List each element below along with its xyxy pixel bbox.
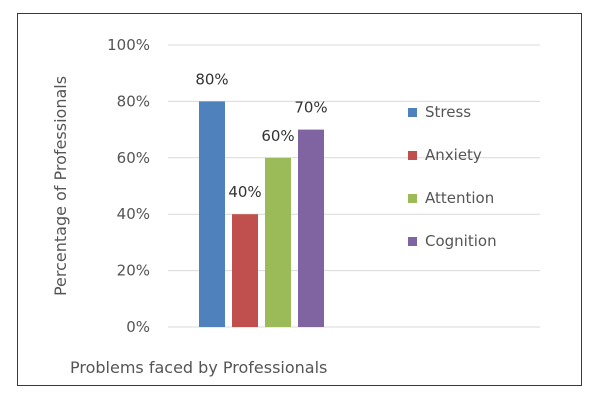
y-tick-label: 20% (117, 262, 150, 280)
y-tick-label: 0% (126, 318, 150, 336)
legend-label-stress: Stress (425, 103, 471, 121)
legend: Stress Anxiety Attention Cognition (408, 103, 497, 250)
y-tick-label: 100% (107, 36, 150, 54)
y-axis-label: Percentage of Professionals (51, 76, 70, 296)
legend-label-cognition: Cognition (425, 232, 497, 250)
y-tick-label: 60% (117, 149, 150, 167)
legend-swatch-stress (408, 108, 417, 117)
legend-swatch-attention (408, 194, 417, 203)
x-axis-label: Problems faced by Professionals (70, 358, 327, 377)
legend-label-attention: Attention (425, 189, 494, 207)
bar-cognition (298, 129, 324, 327)
data-label-cognition: 70% (294, 99, 327, 117)
y-tick-label: 80% (117, 92, 150, 110)
legend-label-anxiety: Anxiety (425, 146, 482, 164)
data-label-attention: 60% (261, 127, 294, 145)
y-axis-ticks: 0% 20% 40% 60% 80% 100% (107, 36, 150, 336)
legend-swatch-anxiety (408, 151, 417, 160)
bar-stress (199, 101, 225, 328)
bar-attention (265, 157, 291, 327)
gridlines (168, 44, 540, 328)
data-labels: 80% 40% 60%70% (195, 70, 327, 201)
legend-swatch-cognition (408, 237, 417, 246)
bars (199, 101, 324, 328)
data-label-stress: 80% (195, 70, 228, 88)
data-label-anxiety: 40% (228, 183, 261, 201)
y-tick-label: 40% (117, 205, 150, 223)
bar-anxiety (232, 214, 258, 327)
